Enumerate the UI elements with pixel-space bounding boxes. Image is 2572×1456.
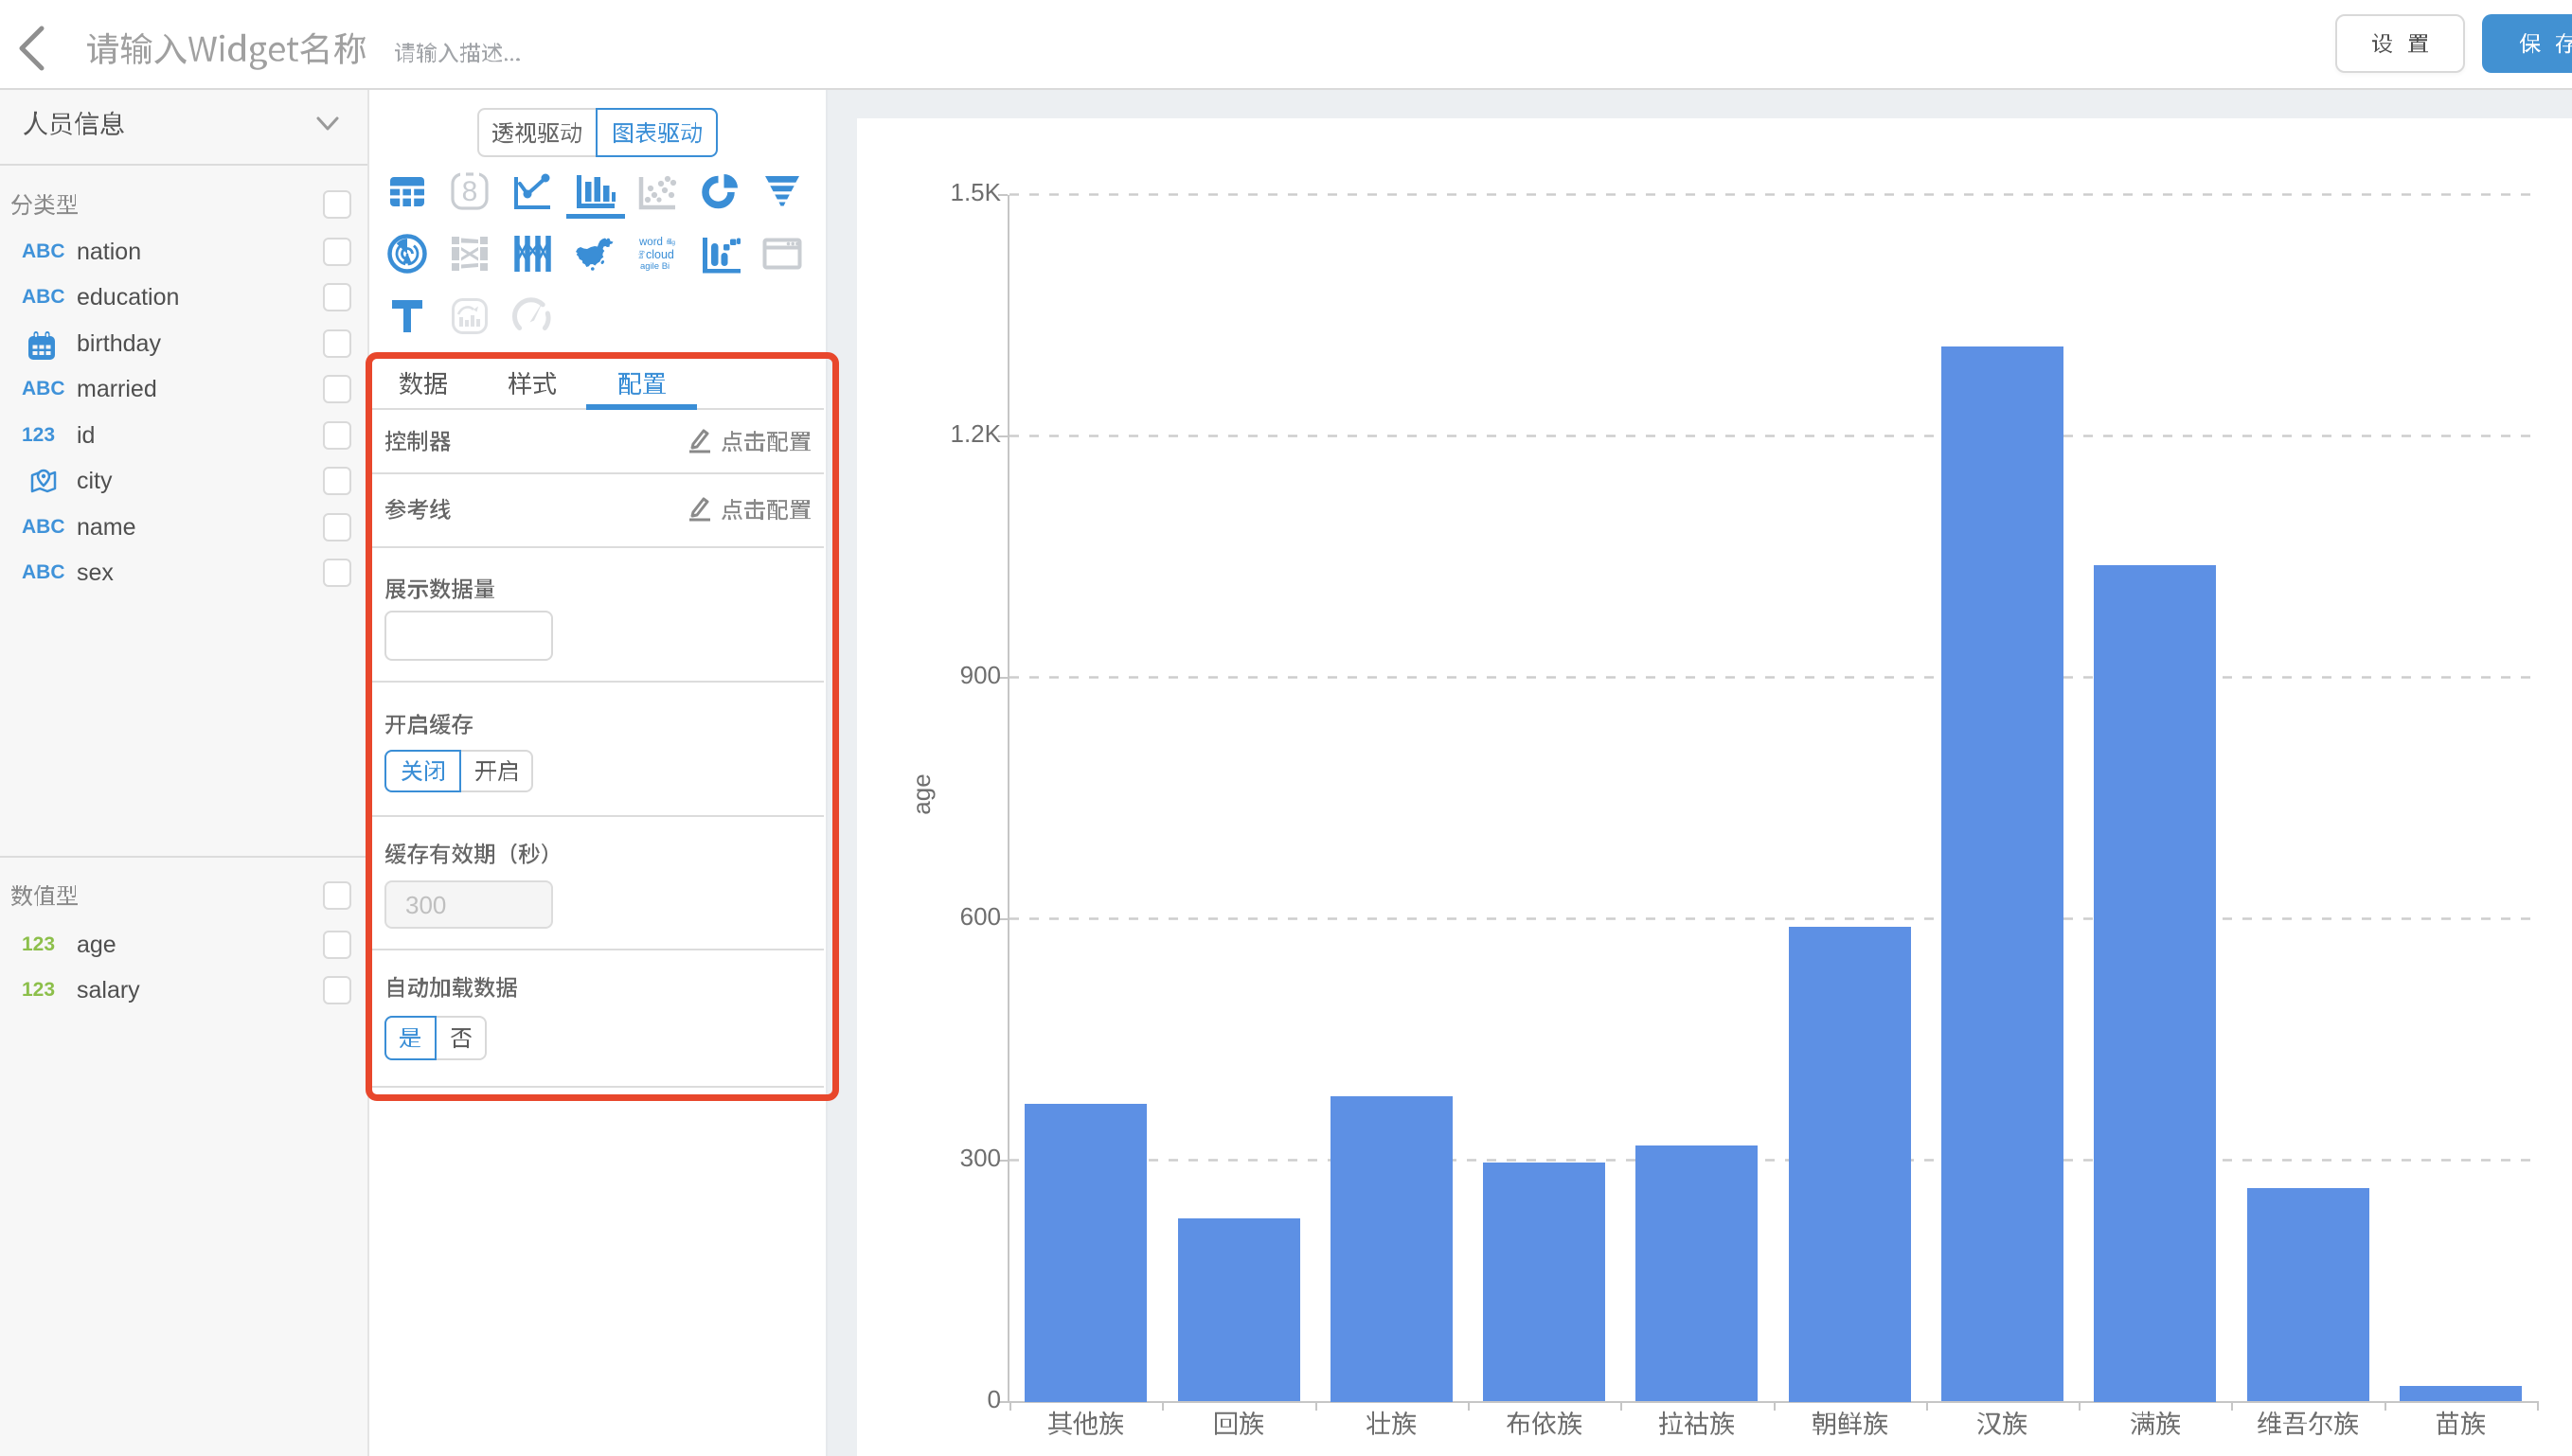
svg-text:cloud: cloud [646, 248, 674, 261]
svg-text:agile Bi: agile Bi [640, 261, 670, 272]
svg-text:8: 8 [462, 176, 478, 207]
svg-text:Bi: Bi [666, 239, 671, 242]
svg-text:big: big [638, 250, 645, 258]
svg-text:tag: tag [667, 240, 675, 246]
svg-text:word: word [638, 237, 663, 248]
